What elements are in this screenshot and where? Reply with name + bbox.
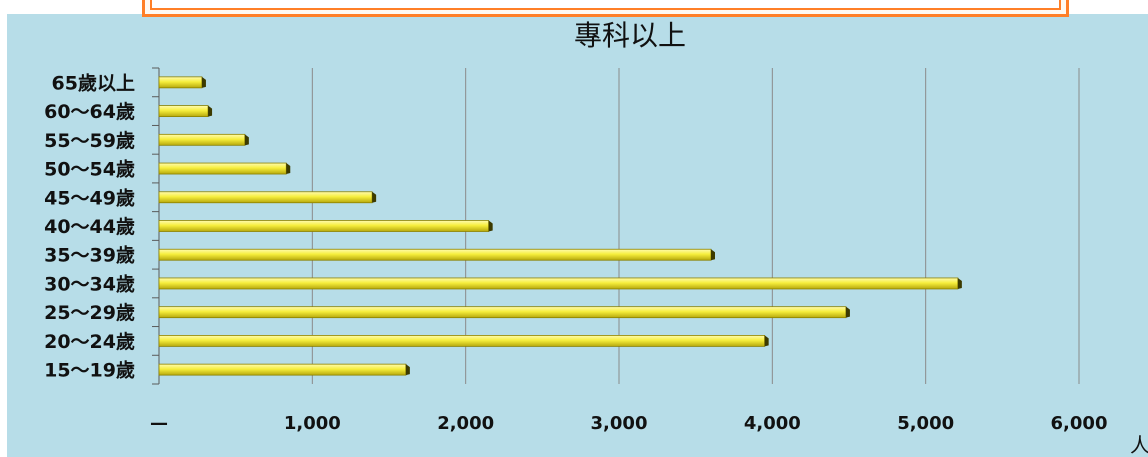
bar-5 — [158, 220, 490, 232]
bar-end-cap-10 — [405, 364, 410, 376]
category-label-10: 15～19歲 — [44, 359, 135, 382]
category-label-6: 35～39歲 — [44, 244, 135, 267]
x-tick-label-5: 5,000 — [897, 413, 954, 434]
bar-8 — [158, 306, 847, 319]
category-label-9: 20～24歲 — [44, 330, 135, 353]
bar-6 — [158, 248, 712, 261]
bar-3 — [158, 162, 287, 175]
category-label-0: 65歲以上 — [52, 71, 135, 94]
x-tick-label-4: 4,000 — [744, 413, 801, 434]
bar-4 — [158, 191, 373, 204]
x-tick-label-3: 3,000 — [591, 413, 648, 434]
category-label-3: 50～54歲 — [44, 158, 135, 181]
category-label-7: 30～34歲 — [44, 272, 135, 295]
bar-end-cap-1 — [208, 105, 213, 117]
bar-end-cap-9 — [764, 335, 769, 347]
x-tick-label-6: 6,000 — [1051, 413, 1108, 434]
bar-0 — [158, 76, 203, 89]
bar-10 — [158, 363, 407, 376]
bar-9 — [158, 335, 766, 347]
bar-end-cap-5 — [488, 220, 493, 232]
bar-end-cap-2 — [244, 134, 249, 146]
chart-title: 專科以上 — [574, 19, 686, 52]
x-tick-label-1: 1,000 — [284, 413, 341, 434]
bar-end-cap-0 — [201, 76, 206, 88]
x-tick-label-0: — — [150, 413, 168, 434]
top-banner — [142, 0, 1069, 17]
x-axis-unit: 人 — [1130, 433, 1148, 457]
x-axis-labels: — 1,000 2,000 3,000 4,000 5,000 6,000 — [150, 413, 1107, 434]
bars — [158, 76, 962, 376]
category-label-5: 40～44歲 — [44, 215, 135, 238]
bar-end-cap-8 — [845, 306, 850, 318]
category-label-1: 60～64歲 — [44, 100, 135, 123]
bar-end-cap-3 — [286, 163, 291, 175]
bar-1 — [158, 105, 209, 117]
category-label-4: 45～49歲 — [44, 186, 135, 209]
bar-end-cap-4 — [372, 191, 377, 203]
y-axis-labels: 65歲以上 60～64歲 55～59歲 50～54歲 45～49歲 40～44歲 35～39… — [44, 71, 135, 381]
bar-end-cap-6 — [711, 249, 715, 261]
bar-end-cap-7 — [957, 277, 962, 289]
x-tick-label-2: 2,000 — [437, 413, 494, 434]
grid-lines — [152, 67, 1080, 385]
category-label-2: 55～59歲 — [44, 129, 135, 152]
bar-7 — [158, 277, 959, 290]
category-label-8: 25～29歲 — [44, 301, 135, 324]
bar-2 — [158, 133, 246, 146]
